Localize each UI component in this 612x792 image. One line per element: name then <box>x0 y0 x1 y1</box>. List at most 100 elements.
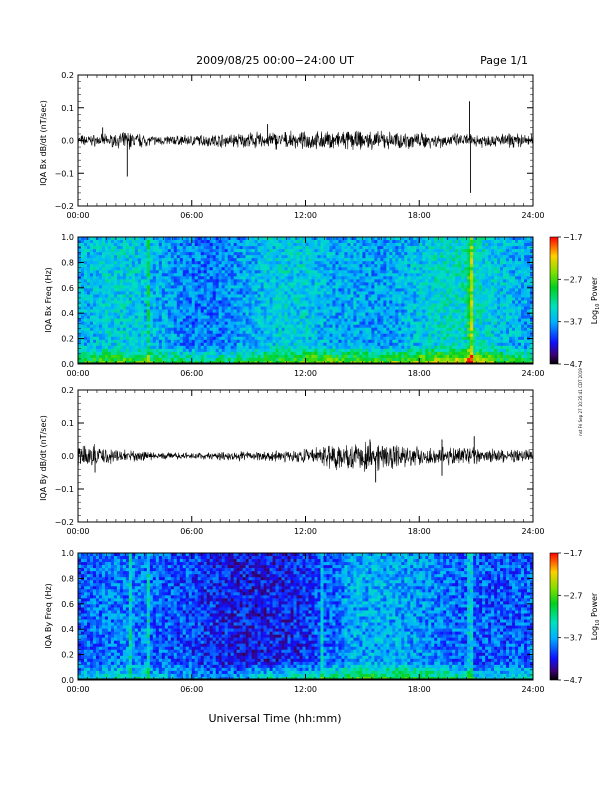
panel-bx-spectrogram-cell <box>431 312 435 316</box>
panel-bx-spectrogram-cell <box>431 324 435 329</box>
panel-bx-spectrogram-cell <box>218 273 222 277</box>
panel-bx-spectrogram-cell <box>521 312 525 316</box>
panel-bx-spectrogram-cell <box>320 273 324 277</box>
panel-bx-spectrogram-cell <box>458 273 462 277</box>
panel-bx-spectrogram-cell <box>245 252 249 256</box>
panel-bx-spectrogram-cell <box>143 249 148 253</box>
panel-bx-spectrogram-cell <box>215 264 219 268</box>
panel-bx-spectrogram-cell <box>164 324 169 329</box>
panel-bx-spectrogram-cell <box>479 273 483 277</box>
panel-bx-spectrogram-cell <box>131 288 136 292</box>
panel-bx-spectrogram-cell <box>236 270 240 274</box>
panel-bx-spectrogram-cell <box>191 264 196 268</box>
panel-bx-spectrogram-cell <box>254 321 258 325</box>
panel-bx-spectrogram-cell <box>113 324 118 329</box>
panel-bx-spectrogram-cell <box>302 291 306 295</box>
panel-bx-spectrogram-cell <box>395 270 399 274</box>
panel-bx-spectrogram-cell <box>467 255 471 259</box>
panel-bx-spectrogram-cell <box>116 237 121 241</box>
panel-bx-spectrogram-cell <box>476 306 480 310</box>
panel-bx-spectrogram-cell <box>236 303 240 307</box>
panel-bx-spectrogram-cell <box>359 318 363 322</box>
panel-bx-spectrogram-cell <box>131 246 136 250</box>
panel-bx-spectrogram-cell <box>521 297 525 301</box>
panel-bx-spectrogram-cell <box>347 249 351 253</box>
panel-bx-spectrogram-cell <box>311 267 315 271</box>
panel-bx-spectrogram-cell <box>191 237 196 241</box>
panel-bx-spectrogram-cell <box>305 249 309 253</box>
panel-bx-spectrogram-cell <box>389 291 393 295</box>
panel-bx-spectrogram-cell <box>410 237 414 241</box>
panel-bx-spectrogram-cell <box>377 303 381 307</box>
panel-bx-spectrogram-cell <box>440 279 444 283</box>
panel-bx-spectrogram-cell <box>359 297 363 301</box>
panel-bx-spectrogram-cell <box>506 270 510 274</box>
panel-bx-spectrogram-cell <box>440 282 444 286</box>
panel-bx-spectrogram-cell <box>200 237 205 241</box>
panel-bx-spectrogram-cell <box>218 279 222 283</box>
panel-bx-spectrogram-cell <box>425 249 429 253</box>
panel-bx-spectrogram-cell <box>143 300 148 304</box>
panel-bx-spectrogram-cell <box>83 312 88 316</box>
panel-bx-spectrogram-cell <box>386 258 390 262</box>
panel-bx-spectrogram-cell <box>362 273 366 277</box>
panel-bx-spectrogram-cell <box>125 258 130 262</box>
panel-bx-spectrogram-cell <box>116 243 121 247</box>
panel-bx-spectrogram-cell <box>131 303 136 307</box>
panel-bx-spectrogram-cell <box>428 288 432 292</box>
panel-bx-spectrogram-cell <box>170 303 175 307</box>
panel-bx-spectrogram-cell <box>524 297 528 301</box>
panel-bx-spectrogram-cell <box>146 327 151 332</box>
panel-bx-spectrogram-cell <box>368 255 372 259</box>
panel-bx-spectrogram-cell <box>386 243 390 247</box>
panel-bx-spectrogram-cell <box>203 237 208 241</box>
panel-bx-spectrogram-cell <box>209 300 213 304</box>
panel-bx-spectrogram-cell <box>200 267 205 271</box>
panel-bx-spectrogram-cell <box>371 321 375 325</box>
panel-bx-spectrogram-cell <box>188 267 193 271</box>
panel-bx-spectrogram-cell <box>212 273 216 277</box>
panel-bx-spectrogram-cell <box>275 294 279 298</box>
panel-bx-spectrogram-cell <box>518 255 522 259</box>
panel-bx-spectrogram-cell <box>446 318 450 322</box>
panel-bx-spectrogram-cell <box>326 306 330 310</box>
panel-bx-spectrogram-cell <box>125 288 130 292</box>
panel-bx-spectrogram-cell <box>386 312 390 316</box>
panel-bx-spectrogram-cell <box>365 291 369 295</box>
panel-bx-spectrogram-cell <box>257 267 261 271</box>
panel-bx-spectrogram-cell <box>170 276 175 280</box>
panel-bx-spectrogram-cell <box>185 288 190 292</box>
panel-bx-spectrogram-cell <box>407 294 411 298</box>
panel-bx-spectrogram-cell <box>86 303 91 307</box>
panel-bx-spectrogram-cell <box>80 252 85 256</box>
panel-bx-spectrogram-cell <box>287 270 291 274</box>
panel-bx-spectrogram-cell <box>272 240 276 244</box>
panel-bx-spectrogram-cell <box>308 315 312 319</box>
panel-bx-spectrogram-cell <box>164 300 169 304</box>
panel-bx-spectrogram-cell <box>380 258 384 262</box>
panel-bx-spectrogram-cell <box>389 300 393 304</box>
panel-bx-spectrogram-cell <box>263 297 267 301</box>
panel-bx-spectrogram-cell <box>389 285 393 289</box>
panel-bx-spectrogram-cell <box>476 282 480 286</box>
panel-bx-spectrogram-cell <box>479 297 483 301</box>
panel-bx-spectrogram-cell <box>164 270 169 274</box>
panel-bx-spectrogram-cell <box>266 276 270 280</box>
panel-bx-spectrogram-cell <box>428 306 432 310</box>
panel-bx-spectrogram-cell <box>101 246 106 250</box>
panel-bx-spectrogram-cell <box>494 300 498 304</box>
panel-bx-spectrogram-cell <box>80 255 85 259</box>
panel-bx-spectrogram-cell <box>293 300 297 304</box>
panel-bx-spectrogram-cell <box>266 318 270 322</box>
panel-bx-spectrogram-cell <box>284 294 288 298</box>
panel-bx-spectrogram-cell <box>215 288 219 292</box>
panel-bx-spectrogram-cell <box>227 252 231 256</box>
panel-bx-spectrogram-cell <box>101 294 106 298</box>
panel-bx-spectrogram-cell <box>515 261 519 265</box>
panel-bx-spectrogram-cell <box>173 309 178 313</box>
panel-bx-spectrogram-cell <box>254 258 258 262</box>
panel-bx-spectrogram-cell <box>95 324 100 329</box>
panel-bx-spectrogram-cell <box>347 261 351 265</box>
panel-bx-spectrogram-cell <box>311 282 315 286</box>
panel-bx-spectrogram-cell <box>275 246 279 250</box>
